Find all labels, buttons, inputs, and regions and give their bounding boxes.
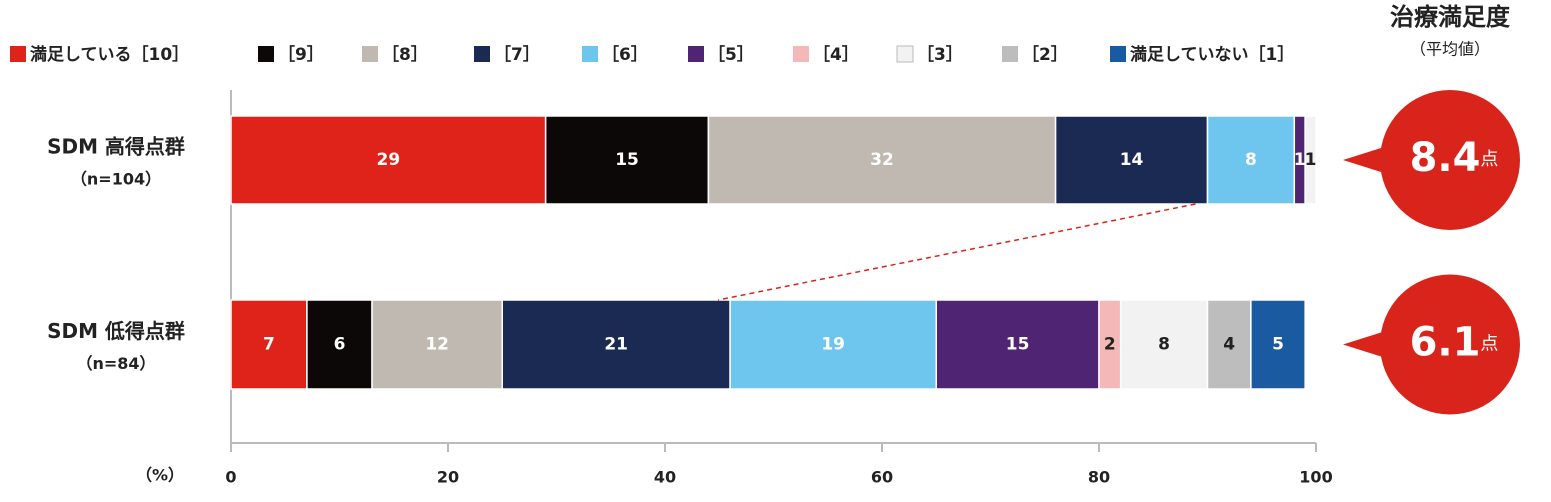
x-tick-label: 20 xyxy=(437,468,459,487)
value-label: 4 xyxy=(1223,335,1235,355)
bar-segment xyxy=(729,299,937,390)
legend-label: ［8］ xyxy=(382,44,428,65)
value-label: 12 xyxy=(425,335,449,355)
value-label: 5 xyxy=(1272,335,1284,355)
legend-label: 満足していない［1］ xyxy=(1130,44,1294,65)
x-tick-label: 100 xyxy=(1299,468,1332,487)
value-label: 15 xyxy=(1006,335,1030,355)
mean-bubble xyxy=(1380,274,1520,415)
value-label: 21 xyxy=(604,335,628,355)
legend-label: 満足している［10］ xyxy=(30,44,189,65)
value-label: 29 xyxy=(376,150,400,170)
value-label: 1 xyxy=(1294,150,1306,170)
legend-label: ［6］ xyxy=(602,44,648,65)
legend-label: ［2］ xyxy=(1022,44,1068,65)
category-label: SDM 高得点群 xyxy=(47,135,185,159)
mean-bubble xyxy=(1380,90,1520,230)
x-tick-label: 40 xyxy=(654,468,676,487)
legend-label: ［5］ xyxy=(708,44,754,65)
bar-segment xyxy=(1119,299,1209,390)
legend-swatch xyxy=(258,46,274,62)
mean-number: 8.4 xyxy=(1410,135,1481,181)
legend-swatch xyxy=(1002,46,1018,62)
value-label: 19 xyxy=(821,335,845,355)
legend-swatch xyxy=(474,46,490,62)
value-label: 8 xyxy=(1158,335,1170,355)
bar-segment xyxy=(935,299,1100,390)
legend-swatch xyxy=(793,46,809,62)
bar-segment xyxy=(230,299,308,390)
value-label: 6 xyxy=(334,335,346,355)
category-sublabel: （n=104） xyxy=(71,170,161,189)
legend-swatch xyxy=(362,46,378,62)
value-label: 32 xyxy=(870,150,894,170)
legend-swatch xyxy=(688,46,704,62)
value-label: 2 xyxy=(1104,335,1116,355)
legend-label: ［9］ xyxy=(278,44,324,65)
bar-segment xyxy=(371,299,503,390)
category-label: SDM 低得点群 xyxy=(47,319,185,343)
legend-swatch xyxy=(582,46,598,62)
legend-label: ［4］ xyxy=(813,44,859,65)
mean-value: 8.4点 xyxy=(1410,135,1499,181)
legend-swatch xyxy=(1110,46,1126,62)
legend-label: ［3］ xyxy=(917,44,963,65)
value-label: 15 xyxy=(615,150,639,170)
bar-segment xyxy=(501,299,731,390)
mean-number: 6.1 xyxy=(1410,320,1481,366)
mean-subtitle: （平均値） xyxy=(1410,40,1490,59)
legend-swatch xyxy=(10,46,26,62)
x-unit-label: （%） xyxy=(136,466,184,485)
x-tick-label: 0 xyxy=(225,468,236,487)
value-label: 1 xyxy=(1305,150,1317,170)
bar-segment xyxy=(306,299,373,390)
x-tick-label: 80 xyxy=(1088,468,1110,487)
x-tick-label: 60 xyxy=(871,468,893,487)
value-label: 7 xyxy=(263,335,275,355)
legend-label: ［7］ xyxy=(494,44,540,65)
mean-unit: 点 xyxy=(1480,149,1498,170)
mean-value: 6.1点 xyxy=(1410,320,1499,366)
bar-segment xyxy=(1304,115,1317,205)
bar-segment xyxy=(1206,299,1252,390)
mean-unit: 点 xyxy=(1480,334,1498,355)
category-sublabel: （n=84） xyxy=(76,354,155,373)
legend-swatch xyxy=(896,45,914,63)
bar-segment xyxy=(707,115,1057,205)
value-label: 8 xyxy=(1245,150,1257,170)
bar-segment xyxy=(1250,299,1306,390)
mean-title: 治療満足度 xyxy=(1390,3,1511,31)
bar-segment xyxy=(230,115,547,205)
connector xyxy=(717,203,1196,301)
bar-segment xyxy=(544,115,710,205)
value-label: 14 xyxy=(1120,150,1144,170)
